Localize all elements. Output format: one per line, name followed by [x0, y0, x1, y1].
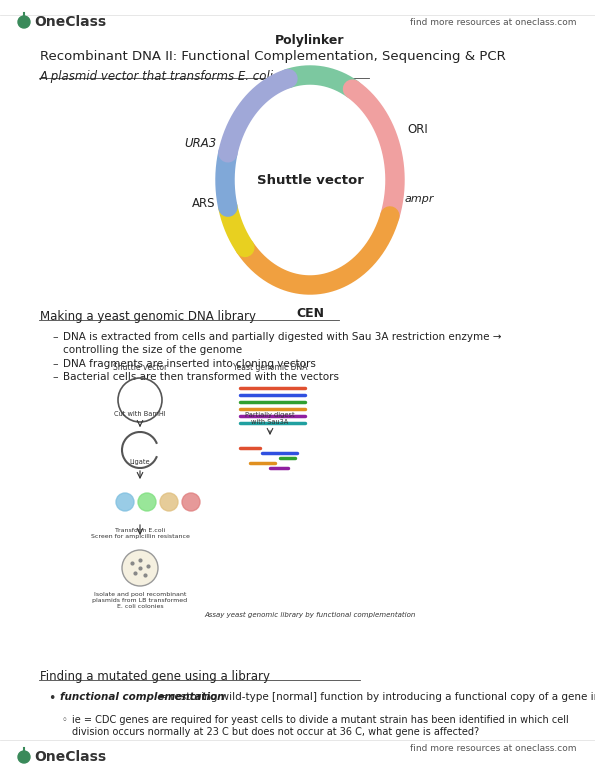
Text: CEN: CEN: [296, 307, 324, 320]
Text: Yeast genomic DNA: Yeast genomic DNA: [233, 363, 307, 372]
Text: Recombinant DNA II: Functional Complementation, Sequencing & PCR: Recombinant DNA II: Functional Complemen…: [40, 50, 506, 63]
Text: –: –: [52, 372, 58, 382]
Text: OneClass: OneClass: [34, 15, 106, 29]
Text: OneClass: OneClass: [34, 750, 106, 764]
Text: Assay yeast genomic library by functional complementation: Assay yeast genomic library by functiona…: [204, 612, 416, 618]
Text: URA3: URA3: [185, 137, 217, 149]
Text: •: •: [48, 692, 55, 705]
Text: controlling the size of the genome: controlling the size of the genome: [63, 345, 242, 355]
Text: functional complementation: functional complementation: [60, 692, 224, 702]
Circle shape: [122, 550, 158, 586]
Text: Transform E.coli
Screen for ampicillin resistance: Transform E.coli Screen for ampicillin r…: [90, 528, 189, 539]
Text: DNA fragments are inserted into cloning vectors: DNA fragments are inserted into cloning …: [63, 359, 316, 369]
Text: Bacterial cells are then transformed with the vectors: Bacterial cells are then transformed wit…: [63, 372, 339, 382]
Circle shape: [18, 16, 30, 28]
Text: Shuttle vector: Shuttle vector: [256, 173, 364, 186]
Text: find more resources at oneclass.com: find more resources at oneclass.com: [411, 744, 577, 753]
Circle shape: [138, 493, 156, 511]
Text: ARS: ARS: [192, 196, 215, 209]
Circle shape: [182, 493, 200, 511]
Text: A plasmid vector that transforms E. coli and yeast: A plasmid vector that transforms E. coli…: [40, 70, 336, 83]
Text: Shuttle vector: Shuttle vector: [113, 363, 167, 372]
Text: ORI: ORI: [407, 123, 428, 136]
Circle shape: [160, 493, 178, 511]
Text: ◦: ◦: [62, 715, 68, 725]
Circle shape: [116, 493, 134, 511]
Text: = restoring wild-type [normal] function by introducing a functional copy of a ge: = restoring wild-type [normal] function …: [155, 692, 595, 702]
Text: –: –: [52, 332, 58, 342]
Text: Partially digest
with Sau3A: Partially digest with Sau3A: [245, 412, 295, 425]
Text: Polylinker: Polylinker: [275, 34, 345, 47]
Text: Ligate: Ligate: [130, 459, 151, 465]
Text: Finding a mutated gene using a library: Finding a mutated gene using a library: [40, 670, 270, 683]
Text: Making a yeast genomic DNA library: Making a yeast genomic DNA library: [40, 310, 256, 323]
Text: Isolate and pool recombinant
plasmids from LB transformed
E. coli colonies: Isolate and pool recombinant plasmids fr…: [92, 592, 187, 608]
Text: ampr: ampr: [405, 194, 434, 204]
Text: find more resources at oneclass.com: find more resources at oneclass.com: [411, 18, 577, 27]
Text: DNA is extracted from cells and partially digested with Sau 3A restriction enzym: DNA is extracted from cells and partiall…: [63, 332, 502, 342]
Text: –: –: [52, 359, 58, 369]
Text: ie = CDC genes are required for yeast cells to divide a mutant strain has been i: ie = CDC genes are required for yeast ce…: [72, 715, 569, 737]
Text: Cut with BamHI: Cut with BamHI: [114, 411, 166, 417]
Circle shape: [18, 751, 30, 763]
